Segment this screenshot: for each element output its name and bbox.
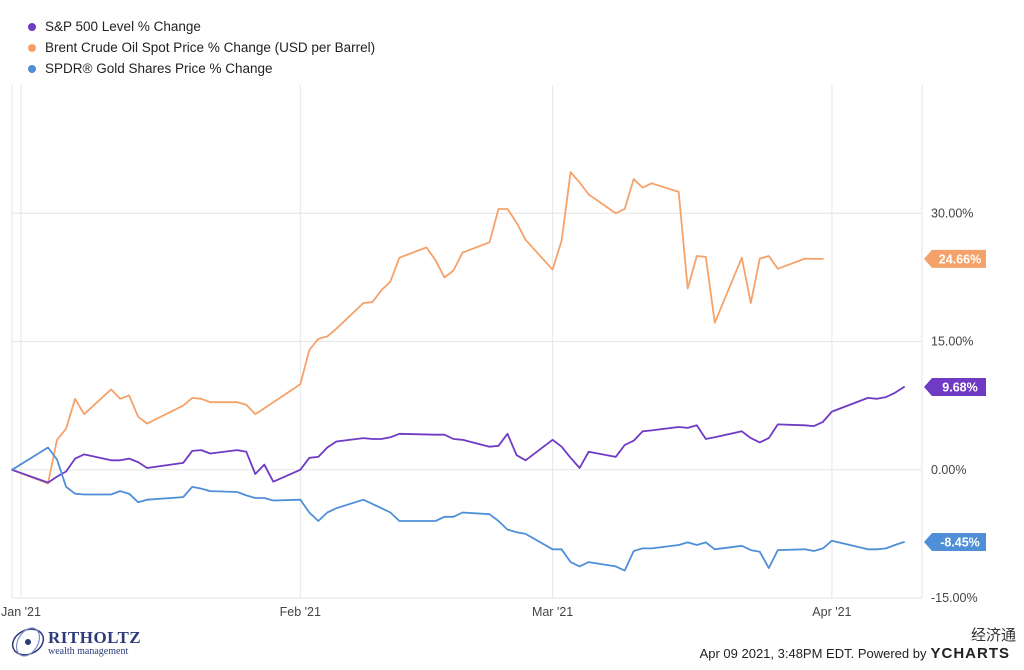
axis-ticks: 30.00% 15.00% 0.00% -15.00% Jan '21 Feb '21 Ma… [1,206,978,619]
logo-emblem-icon [11,627,45,657]
ycharts-logo[interactable]: YCHARTS [930,645,1010,662]
end-label-tag [924,249,986,268]
legend-item-brent[interactable]: Brent Crude Oil Spot Price % Change (USD… [28,37,375,58]
series-line [11,171,824,485]
y-tick-label: 0.00% [931,463,966,477]
legend-marker [28,64,36,73]
end-label-text: 9.68% [942,380,977,394]
end-label: -8.45% [924,532,986,551]
legend-item-sp500[interactable]: S&P 500 Level % Change [28,16,375,37]
series-line [11,386,905,484]
brand-subtitle: wealth management [48,645,129,657]
end-label-text: -8.45% [940,535,980,549]
legend-label: Brent Crude Oil Spot Price % Change (USD… [45,40,376,55]
x-tick-label: Feb '21 [280,605,321,619]
y-tick-label: -15.00% [931,591,978,605]
series-lines [11,171,905,572]
x-tick-label: Mar '21 [532,605,573,619]
timestamp: Apr 09 2021, 3:48PM EDT. Powered by [699,646,927,661]
watermark-text: 经济通 [970,626,1016,644]
end-label: 24.66% [924,249,986,268]
legend-marker [28,43,36,52]
series-line [11,446,905,572]
footer-attribution: Apr 09 2021, 3:48PM EDT. Powered by YCHA… [700,645,1010,662]
x-tick-label: Apr '21 [812,605,851,619]
end-label-text: 24.66% [939,252,981,266]
brand-logo: RITHOLTZ wealth management [8,624,141,660]
y-tick-label: 30.00% [931,206,973,220]
legend-label: SPDR® Gold Shares Price % Change [45,61,273,76]
brand-name: RITHOLTZ [48,627,142,647]
end-labels: 9.68% 24.66% -8.45% [924,249,986,551]
legend-marker [28,22,36,31]
x-tick-label: Jan '21 [1,605,41,619]
grid-lines [11,85,923,599]
end-label-tag [924,377,986,396]
legend: S&P 500 Level % Change Brent Crude Oil S… [28,16,375,79]
end-label: 9.68% [924,377,986,396]
legend-item-gold[interactable]: SPDR® Gold Shares Price % Change [28,58,375,79]
end-label-tag [924,532,986,551]
y-tick-label: 15.00% [931,335,973,349]
legend-label: S&P 500 Level % Change [45,19,201,34]
